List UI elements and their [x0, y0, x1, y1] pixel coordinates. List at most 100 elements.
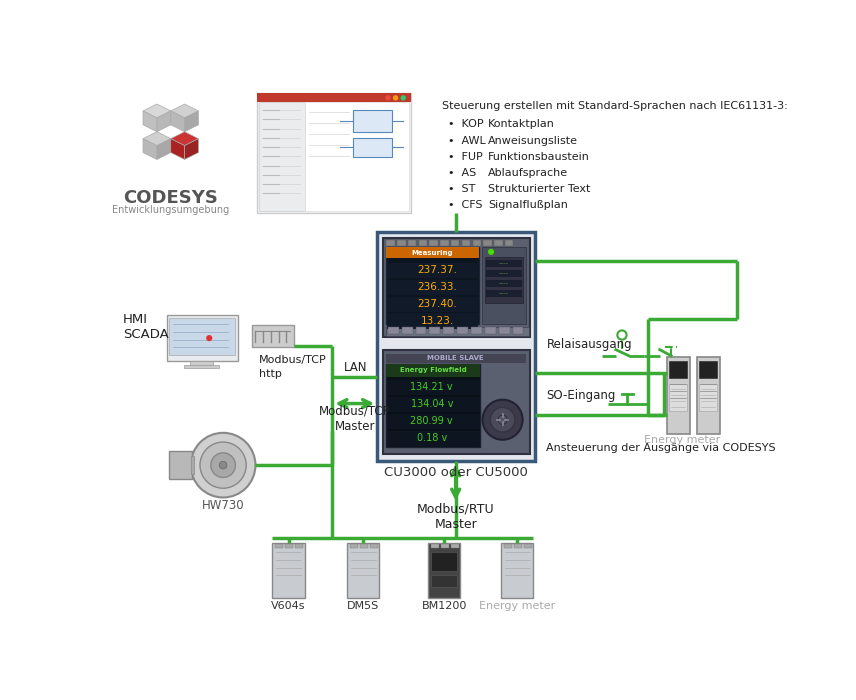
Text: HW730: HW730	[202, 498, 245, 512]
Text: 0.18 v: 0.18 v	[417, 433, 447, 443]
Bar	[387, 397, 479, 412]
Bar	[471, 328, 482, 335]
Text: •  AWL: • AWL	[448, 136, 485, 146]
Bar	[401, 328, 413, 335]
Text: 237.37.: 237.37.	[417, 265, 457, 275]
Text: Modbus/RTU
Master: Modbus/RTU Master	[417, 503, 495, 531]
Bar	[386, 239, 395, 246]
Bar	[387, 314, 478, 329]
Bar	[169, 452, 193, 479]
Text: CODESYS: CODESYS	[123, 189, 218, 207]
Polygon shape	[170, 104, 199, 118]
Text: Modbus/TCP
Master: Modbus/TCP Master	[319, 405, 390, 433]
Text: Relaisausgang: Relaisausgang	[546, 338, 632, 351]
Bar	[386, 326, 529, 336]
Bar	[387, 414, 479, 429]
Bar	[383, 238, 530, 337]
Text: Energy meter: Energy meter	[479, 601, 556, 611]
Bar	[457, 328, 468, 335]
Bar	[306, 102, 409, 211]
Text: BM1200: BM1200	[421, 601, 467, 611]
Text: http: http	[259, 368, 282, 379]
Bar	[347, 543, 379, 598]
Text: Energy Flowfield: Energy Flowfield	[400, 368, 467, 373]
Text: Steuerung erstellen mit Standard-Sprachen nach IEC61131-3:: Steuerung erstellen mit Standard-Sprache…	[442, 101, 788, 111]
Text: Measuring: Measuring	[412, 250, 454, 255]
Polygon shape	[170, 139, 185, 160]
Bar	[408, 239, 416, 246]
Bar	[386, 364, 480, 377]
Text: Anweisungsliste: Anweisungsliste	[488, 136, 578, 146]
Bar	[431, 552, 457, 571]
Polygon shape	[143, 104, 170, 118]
Polygon shape	[157, 111, 170, 132]
Bar	[386, 247, 479, 258]
Bar	[486, 270, 522, 277]
Polygon shape	[170, 111, 185, 132]
Text: LAN: LAN	[344, 361, 367, 374]
Bar	[387, 262, 478, 278]
Bar	[430, 239, 438, 246]
Text: CU3000 oder CU5000: CU3000 oder CU5000	[384, 466, 528, 479]
Text: SO-Eingang: SO-Eingang	[546, 389, 615, 402]
Bar	[513, 328, 523, 335]
Text: ----: ----	[499, 270, 509, 276]
Bar	[190, 361, 213, 365]
Text: •  KOP: • KOP	[448, 120, 484, 130]
Text: Modbus/TCP: Modbus/TCP	[259, 355, 327, 365]
Bar	[501, 543, 533, 598]
Circle shape	[385, 95, 390, 101]
Text: 236.33.: 236.33.	[417, 282, 457, 293]
Text: ----: ----	[499, 281, 509, 286]
Circle shape	[488, 248, 494, 255]
Text: ----: ----	[499, 260, 509, 267]
Polygon shape	[143, 139, 157, 160]
Bar	[430, 328, 440, 335]
Bar	[272, 543, 305, 598]
Text: 237.40.: 237.40.	[417, 299, 457, 309]
Text: Kontaktplan: Kontaktplan	[488, 120, 555, 130]
Bar	[257, 93, 411, 213]
Polygon shape	[170, 132, 199, 146]
Circle shape	[206, 335, 212, 341]
Bar	[494, 239, 502, 246]
Text: ----: ----	[499, 290, 509, 296]
Bar	[387, 430, 479, 446]
Bar	[451, 544, 459, 548]
Bar	[461, 239, 470, 246]
Circle shape	[200, 442, 247, 489]
Bar	[514, 544, 522, 548]
Bar	[377, 232, 535, 461]
Bar	[360, 544, 368, 548]
Polygon shape	[143, 132, 170, 146]
Polygon shape	[185, 111, 199, 132]
Bar	[524, 544, 532, 548]
Text: Strukturierter Text: Strukturierter Text	[488, 184, 591, 194]
Bar	[669, 384, 687, 412]
Bar	[451, 239, 460, 246]
Bar	[699, 384, 717, 412]
Bar	[295, 544, 303, 548]
Text: •  ST: • ST	[448, 184, 475, 194]
Text: Ansteuerung der Ausgänge via CODESYS: Ansteuerung der Ausgänge via CODESYS	[546, 443, 776, 453]
Bar	[431, 544, 438, 548]
Text: 134.04 v: 134.04 v	[411, 399, 453, 409]
Bar	[486, 290, 522, 298]
Bar	[387, 379, 479, 395]
Bar	[499, 328, 509, 335]
Bar	[387, 297, 478, 312]
Bar	[473, 239, 481, 246]
Circle shape	[490, 407, 515, 432]
Bar	[428, 543, 461, 598]
Circle shape	[498, 415, 508, 424]
Text: Signalflußplan: Signalflußplan	[488, 200, 568, 210]
Bar	[416, 328, 426, 335]
Bar	[482, 247, 526, 324]
Bar	[191, 456, 193, 475]
Bar	[169, 318, 235, 355]
Bar	[370, 544, 377, 548]
Bar	[484, 328, 496, 335]
Bar	[383, 351, 530, 454]
Polygon shape	[157, 139, 170, 160]
Bar	[252, 325, 294, 346]
